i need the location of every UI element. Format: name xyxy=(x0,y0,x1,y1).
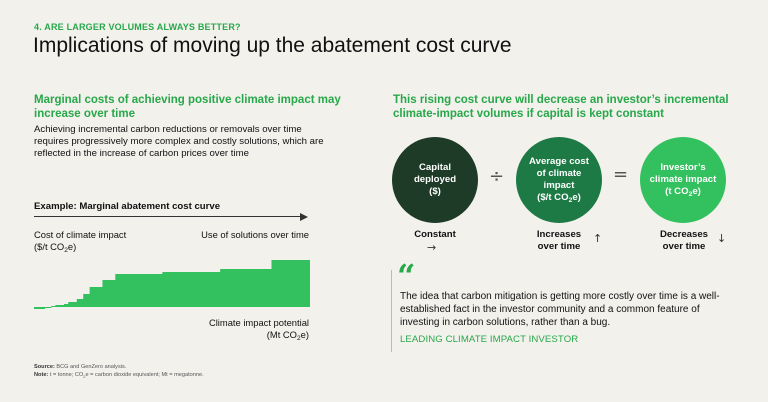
down-arrow-icon: ↓ xyxy=(717,232,727,245)
source-note: Source: BCG and GenZero analysis. xyxy=(34,364,127,370)
label-constant: Constant xyxy=(414,229,456,240)
equals-icon: = xyxy=(613,164,629,185)
cost-curve-bar-10 xyxy=(102,280,116,307)
quote-attribution: LEADING CLIMATE IMPACT INVESTOR xyxy=(400,334,579,345)
time-label: Use of solutions over time xyxy=(201,229,309,240)
quote-divider xyxy=(391,270,392,352)
left-heading: Marginal costs of achieving positive cli… xyxy=(34,94,341,120)
cost-curve-bar-11 xyxy=(115,274,163,307)
x-axis-label: Climate impact potential (Mt CO2e) xyxy=(180,317,309,342)
page-title: Implications of moving up the abatement … xyxy=(33,34,512,57)
y-label-line2: ($/t CO2e) xyxy=(34,241,77,254)
quote-icon: “ xyxy=(397,257,416,295)
cost-curve-bar-6 xyxy=(68,302,78,307)
x-label-line1: Climate impact potential xyxy=(208,317,309,328)
average-cost-circle: Average cost of climate impact ($/t CO2e… xyxy=(516,137,602,223)
right-heading: This rising cost curve will decrease an … xyxy=(393,94,729,120)
cost-curve-bar-8 xyxy=(83,294,90,307)
cost-curve-bar-9 xyxy=(89,287,103,307)
cost-curve-bar-14 xyxy=(271,260,310,307)
up-arrow-icon: ↑ xyxy=(593,232,603,245)
y-label-line1: Cost of climate impact xyxy=(34,229,127,240)
cost-curve-bar-3 xyxy=(51,306,56,307)
label-decreases: Decreases over time xyxy=(659,229,708,252)
climate-impact-circle: Investor’s climate impact (t CO2e) xyxy=(640,137,726,223)
footer-notes: Source: BCG and GenZero analysis. Note: … xyxy=(34,363,204,379)
cost-curve-bar-12 xyxy=(162,272,221,307)
cost-curve-bar-2 xyxy=(44,307,52,308)
time-arrow-line xyxy=(34,216,302,217)
note-line: Note: t = tonne; CO2e = carbon dioxide e… xyxy=(34,372,204,379)
x-label-line2: (Mt CO2e) xyxy=(266,329,309,342)
capital-deployed-circle: Capital deployed ($) xyxy=(392,137,478,223)
abatement-cost-chart xyxy=(34,260,310,309)
y-axis-label: Cost of climate impact ($/t CO2e) xyxy=(34,229,174,254)
time-arrow-head-icon xyxy=(300,212,308,221)
left-body-text: Achieving incremental carbon reductions … xyxy=(34,124,324,159)
example-label: Example: Marginal abatement cost curve xyxy=(34,201,221,212)
cost-curve-bar-1 xyxy=(34,307,45,309)
divide-icon: ÷ xyxy=(489,166,505,187)
cost-curve-bar-5 xyxy=(63,304,69,307)
cost-curve-bar-7 xyxy=(76,299,84,307)
cost-curve-bar-13 xyxy=(220,269,272,307)
label-increases: Increases over time xyxy=(536,229,582,252)
section-eyebrow: 4. ARE LARGER VOLUMES ALWAYS BETTER? xyxy=(34,22,241,32)
cost-curve-bar-4 xyxy=(55,305,65,307)
right-arrow-icon: → xyxy=(427,241,437,254)
quote-text: The idea that carbon mitigation is getti… xyxy=(400,291,720,328)
